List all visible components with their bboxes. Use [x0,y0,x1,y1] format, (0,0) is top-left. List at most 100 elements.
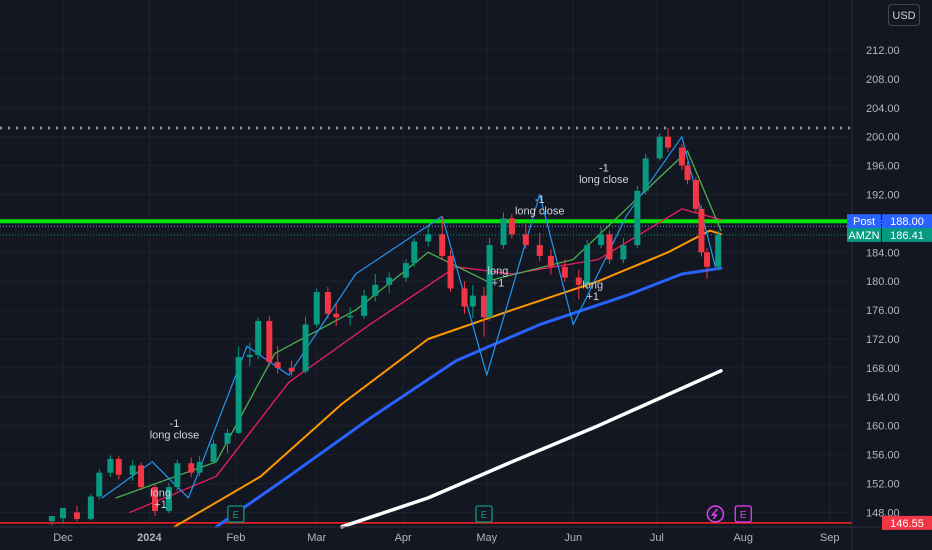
time-axis[interactable]: Dec 2024 Feb Mar Apr May Jun Jul Aug Sep [0,526,932,544]
time-tick-label: Mar [307,532,326,544]
candle-body [656,136,663,159]
price-tick-label: 156.00 [866,450,900,462]
badge-value: 188.00 [890,216,924,228]
price-axis[interactable]: 212.00208.00204.00200.00196.00192.00188.… [851,0,900,550]
candle-body [302,324,309,372]
time-tick-label: Apr [395,532,412,544]
candle-body [606,234,613,260]
split-icon [706,505,725,523]
annotation-label: +1 [154,499,167,511]
candle-body [561,266,568,278]
candle-body [598,234,605,246]
annotation-label: -1 [535,194,545,206]
indicator-line-1 [214,266,723,529]
candle-body [575,277,582,285]
candle-body [235,357,242,433]
annotation-label: long close [579,174,629,186]
indicator-line-0 [340,369,723,529]
badge-value-bg [882,214,932,229]
badge-name: AMZN [848,230,879,242]
candle-series [48,128,722,526]
candle-body [386,277,393,285]
price-tick-label: 184.00 [866,247,900,259]
candle-body [174,463,181,488]
candle-body [620,245,627,260]
candle-body [288,367,295,372]
candle-body [274,362,281,368]
price-tick-label: 168.00 [866,363,900,375]
candle-body [152,487,159,511]
currency-button[interactable]: USD [888,4,920,26]
annotation-label: -1 [599,162,609,174]
earnings-label: E [233,510,240,521]
candle-body [500,218,507,246]
earnings-label: E [481,510,488,521]
badge-value-bg [882,515,932,530]
price-tick-label: 172.00 [866,334,900,346]
price-tick-label: 176.00 [866,305,900,317]
earnings-icon [734,505,752,523]
candle-body [48,516,55,522]
price-badges: Post 188.00 AMZN 186.41 146.55 [847,214,932,530]
price-tick-label: 152.00 [866,479,900,491]
price-tick-label: 160.00 [866,421,900,433]
candle-body [411,241,418,264]
time-tick-label: 2024 [137,532,162,544]
bolt-icon [710,508,718,520]
candle-body [584,245,591,285]
candle-body [107,458,114,473]
candle-body [692,180,699,209]
candle-body [469,295,476,307]
candle-body [255,320,262,355]
candle-body [372,284,379,296]
candle-body [461,288,468,307]
price-tick-label: 212.00 [866,45,900,57]
candle-body [439,234,446,256]
candle-body [73,512,80,519]
time-tick-label: Jul [650,532,664,544]
candle-body [522,234,529,246]
badge-value: 186.41 [890,230,924,242]
price-tick-label: 180.00 [866,276,900,288]
annotation-label: +1 [492,277,505,289]
candle-body [536,245,543,256]
candle-body [664,136,671,148]
price-tick-label: 200.00 [866,132,900,144]
price-tick-label: 204.00 [866,103,900,115]
candle-body [87,496,94,519]
candle-body [698,208,705,253]
candle-body [486,245,493,318]
annotation-label: +1 [586,291,599,303]
time-tick-label: Jun [564,532,582,544]
time-tick-label: Sep [820,532,840,544]
badge-name-bg [847,214,881,229]
candle-body [196,461,203,473]
candle-body [324,292,331,314]
badge-value: 146.55 [890,518,924,530]
candle-body [447,255,454,289]
candle-body [129,465,136,475]
candle-body [480,295,487,318]
candle-body [361,295,368,316]
annotation-label: -1 [170,418,180,430]
badge-name: Post [853,216,875,228]
candle-body [425,234,432,242]
candle-body [704,252,711,267]
candle-body [634,190,641,246]
candle-body [96,472,103,497]
indicator-lines [101,136,723,529]
candle-body [224,432,231,444]
candle-body [642,158,649,191]
candle-body [60,508,66,519]
annotation-label: long close [150,430,200,442]
candle-body [266,320,273,363]
candle-body [188,463,195,473]
candle-body [115,458,122,475]
price-tick-label: 192.00 [866,190,900,202]
candle-body [678,147,685,166]
annotation-label: long [150,488,171,500]
